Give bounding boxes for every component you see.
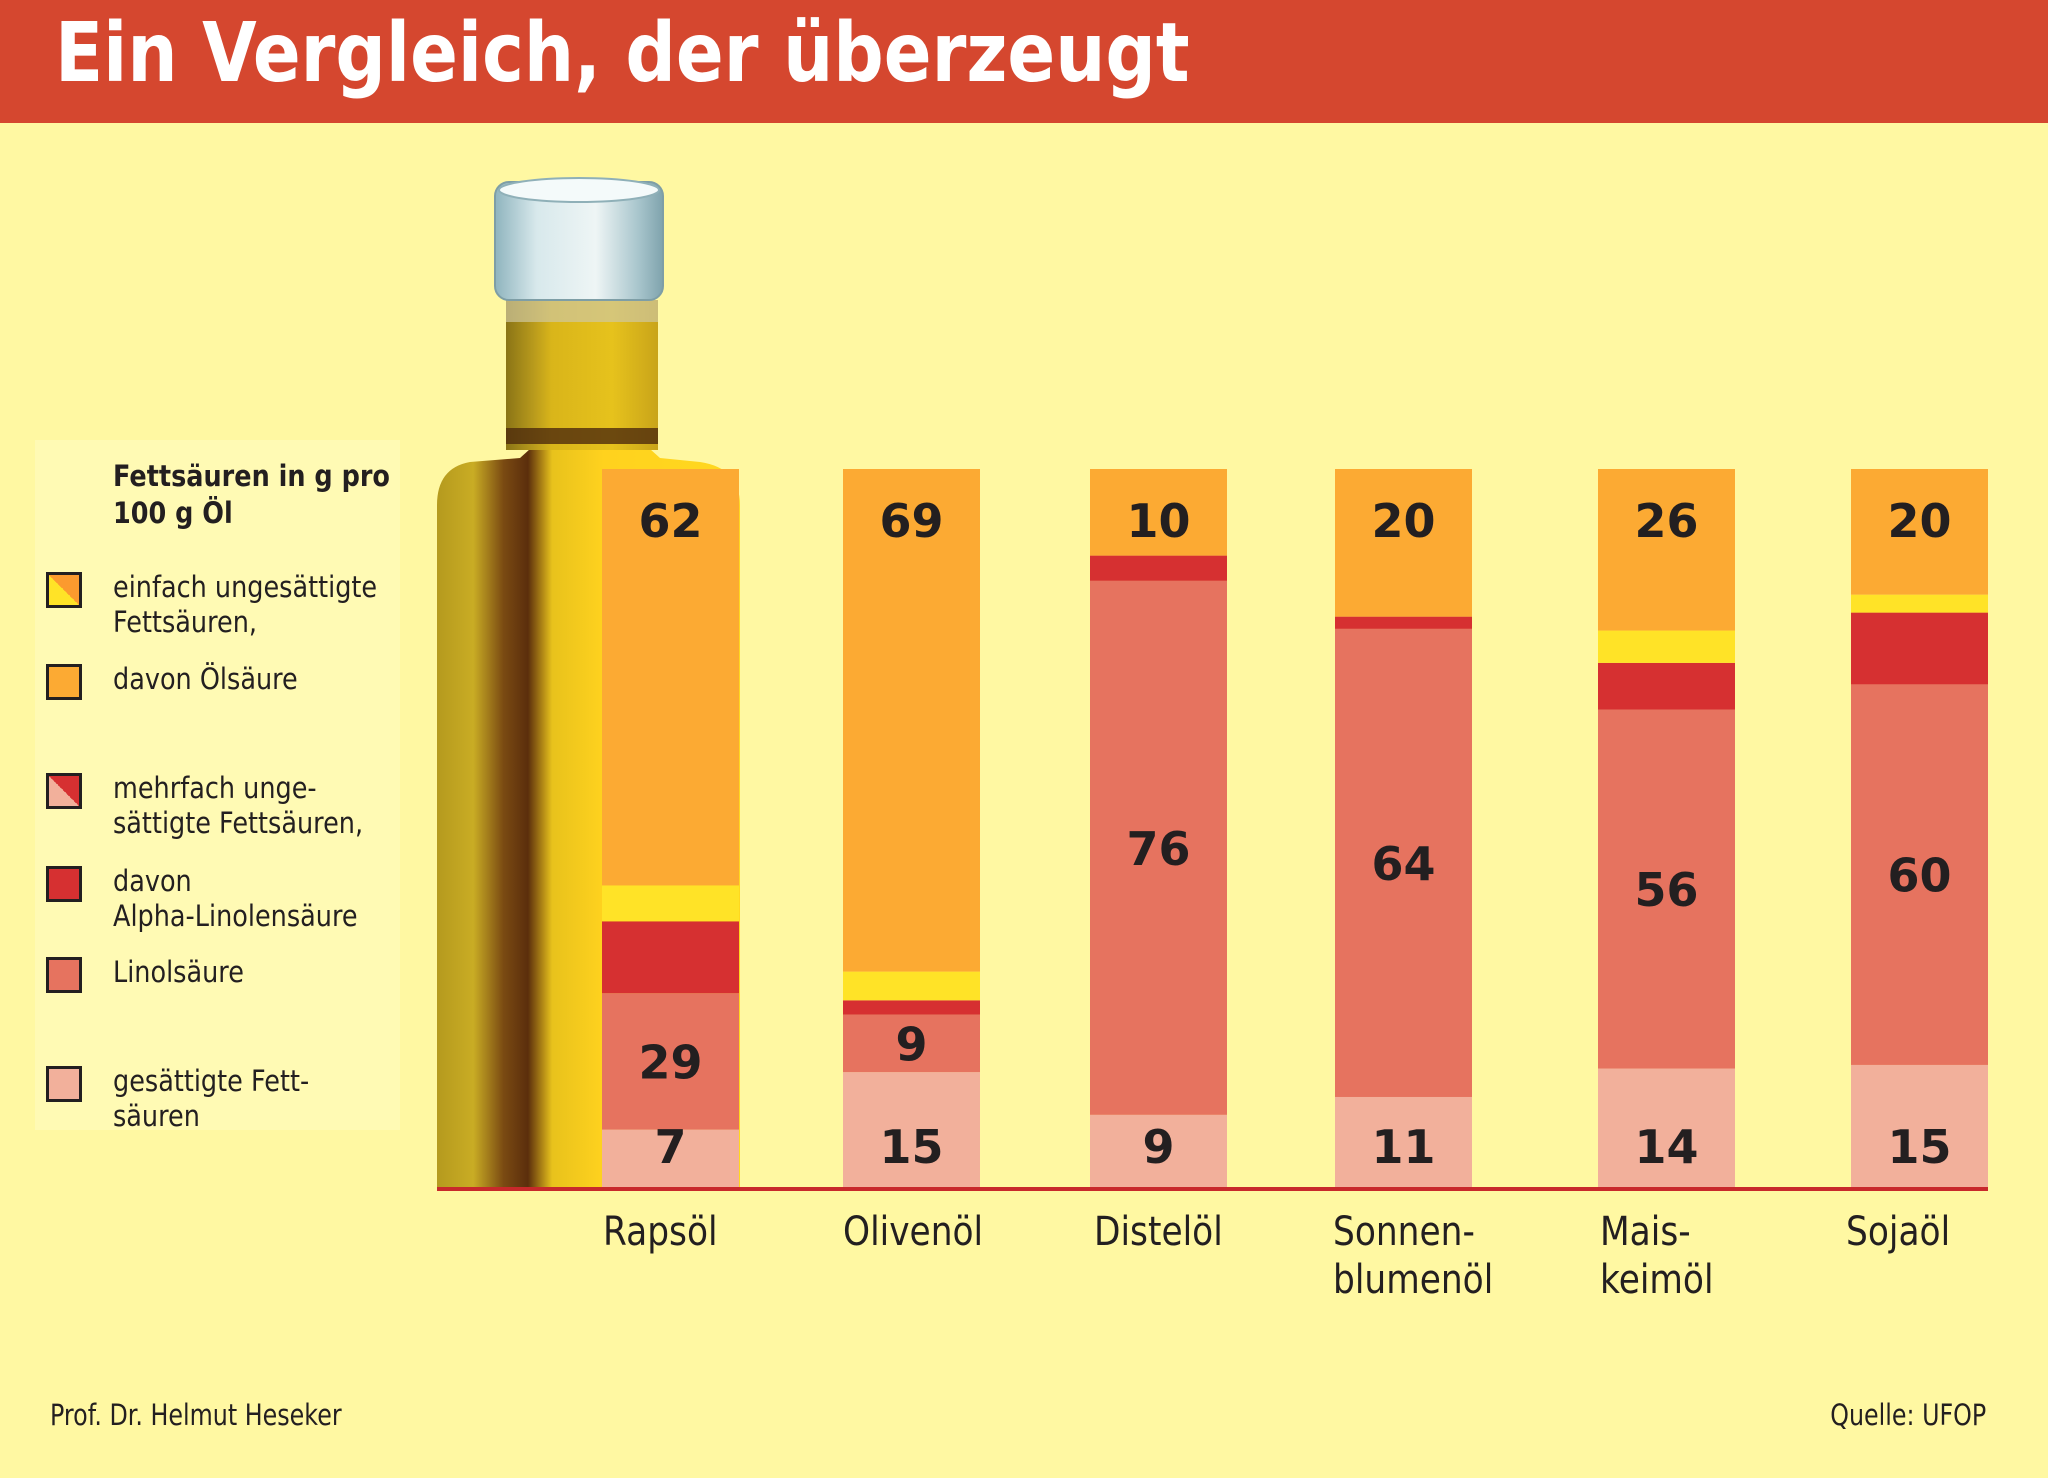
- category-label: Mais-keimöl: [1600, 1208, 1714, 1304]
- data-label-mono-total: 26: [1634, 494, 1698, 548]
- bar-segment-linoleic: [1090, 580, 1227, 1115]
- bar-segment-oleic: [843, 469, 980, 972]
- bar-segment-saturated: [1851, 1064, 1988, 1187]
- category-label-line: Sonnen-: [1333, 1209, 1475, 1255]
- bar-segment-linoleic: [1851, 684, 1988, 1065]
- legend-swatch-linoleic: [46, 957, 82, 993]
- bar-segment-ala: [1851, 612, 1988, 685]
- category-label-line: Mais-: [1600, 1209, 1691, 1255]
- category-label: Distelöl: [1094, 1208, 1223, 1256]
- chart-title: Ein Vergleich, der überzeugt: [55, 6, 1190, 101]
- data-label-poly-total: 9: [895, 1017, 927, 1071]
- data-label-poly-total: 56: [1634, 863, 1698, 917]
- bar-segment-ala: [843, 1000, 980, 1015]
- bar-segment-linoleic: [843, 1014, 980, 1073]
- bar-segment-saturated: [1335, 1096, 1472, 1187]
- bar-segment-linoleic: [1598, 709, 1735, 1069]
- legend-swatch-ala: [46, 866, 82, 902]
- bar-segment-saturated: [843, 1072, 980, 1187]
- legend-label-line: gesättigte Fett-: [113, 1064, 310, 1098]
- bar-segment-other_mono: [1598, 630, 1735, 663]
- legend-label-line: davon Ölsäure: [113, 662, 298, 696]
- category-label: Olivenöl: [843, 1208, 983, 1256]
- category-label: Sojaöl: [1846, 1208, 1950, 1256]
- data-label-poly-total: 29: [638, 1035, 702, 1089]
- data-label-mono-total: 62: [638, 494, 702, 548]
- category-label-line: Distelöl: [1094, 1209, 1223, 1255]
- data-label-saturated: 15: [879, 1120, 943, 1174]
- category-label-line: Olivenöl: [843, 1209, 984, 1255]
- data-label-saturated: 14: [1634, 1120, 1698, 1174]
- bar-segment-linoleic: [1335, 628, 1472, 1097]
- category-label-line: blumenöl: [1333, 1257, 1494, 1303]
- data-label-saturated: 7: [654, 1120, 686, 1174]
- title-bar: Ein Vergleich, der überzeugt: [0, 0, 2048, 123]
- legend-label: davon Alpha-Linolensäure: [113, 864, 358, 934]
- legend-title: Fettsäuren in g pro 100 g Öl: [113, 458, 390, 532]
- bar-segment-saturated: [1598, 1068, 1735, 1187]
- bar-segment-oleic: [1598, 469, 1735, 631]
- legend-swatch-poly-total: [46, 773, 82, 809]
- bar-segment-ala: [1090, 555, 1227, 581]
- legend-label-line: sättigte Fettsäuren,: [113, 806, 364, 840]
- bar-segment-ala: [1335, 616, 1472, 629]
- category-label: Sonnen-blumenöl: [1333, 1208, 1493, 1304]
- legend-swatch-saturated: [46, 1066, 82, 1102]
- legend-label-line: Alpha-Linolensäure: [113, 899, 358, 933]
- category-label-line: Sojaöl: [1846, 1209, 1951, 1255]
- legend-label-line: säuren: [113, 1099, 200, 1133]
- data-label-mono-total: 10: [1126, 494, 1190, 548]
- legend-swatch-oleic: [46, 664, 82, 700]
- legend-title-line: Fettsäuren in g pro: [113, 459, 390, 493]
- data-label-saturated: 9: [1142, 1120, 1174, 1174]
- bar-segment-oleic: [1851, 469, 1988, 595]
- bar-segment-oleic: [602, 469, 739, 886]
- bar-segment-saturated: [602, 1129, 739, 1187]
- footer-source: Quelle: UFOP: [1830, 1398, 1986, 1432]
- data-label-mono-total: 69: [879, 494, 943, 548]
- bar-segment-other_mono: [602, 885, 739, 922]
- data-label-saturated: 11: [1371, 1120, 1435, 1174]
- legend-label-line: davon: [113, 864, 192, 898]
- legend-title-line: 100 g Öl: [113, 496, 233, 530]
- legend-label-line: Linolsäure: [113, 955, 244, 989]
- data-label-poly-total: 64: [1371, 837, 1435, 891]
- legend-label-line: mehrfach unge-: [113, 771, 317, 805]
- legend-label: einfach ungesättigte Fettsäuren,: [113, 570, 377, 640]
- bar-segment-oleic: [1335, 469, 1472, 617]
- legend-label-line: einfach ungesättigte: [113, 570, 378, 604]
- bars-group: [602, 469, 1988, 1187]
- legend-swatch-mono-total: [46, 572, 82, 608]
- bar-segment-oleic: [1090, 469, 1227, 556]
- bar-segment-other_mono: [1851, 594, 1988, 613]
- legend-label: davon Ölsäure: [113, 662, 298, 697]
- bar-segment-saturated: [1090, 1114, 1227, 1187]
- data-label-mono-total: 20: [1371, 494, 1435, 548]
- bar-segment-other_mono: [843, 971, 980, 1001]
- bar-segment-ala: [602, 921, 739, 994]
- category-label: Rapsöl: [603, 1208, 718, 1256]
- bar-segment-linoleic: [602, 993, 739, 1130]
- data-label-poly-total: 60: [1887, 849, 1951, 903]
- category-label-line: Rapsöl: [603, 1209, 718, 1255]
- legend-label: gesättigte Fett- säuren: [113, 1064, 309, 1134]
- data-label-poly-total: 76: [1126, 822, 1190, 876]
- category-label-line: keimöl: [1600, 1257, 1714, 1303]
- bar-segment-ala: [1598, 662, 1735, 710]
- legend-label: Linolsäure: [113, 955, 244, 990]
- legend-label: mehrfach unge- sättigte Fettsäuren,: [113, 771, 363, 841]
- legend-panel: [35, 440, 400, 1130]
- data-label-mono-total: 20: [1887, 494, 1951, 548]
- data-label-saturated: 15: [1887, 1120, 1951, 1174]
- footer-author: Prof. Dr. Helmut Heseker: [50, 1398, 342, 1432]
- legend-label-line: Fettsäuren,: [113, 605, 258, 639]
